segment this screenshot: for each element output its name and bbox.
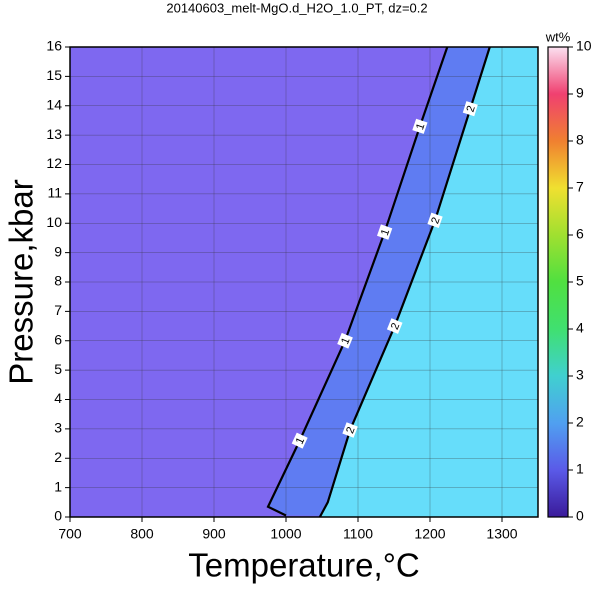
y-tick-label: 14 xyxy=(46,96,62,112)
chart-title: 20140603_melt-MgO.d_H2O_1.0_PT, dz=0.2 xyxy=(166,0,427,15)
x-tick-label: 1000 xyxy=(270,526,301,542)
contour-label-group: 2 xyxy=(342,422,358,438)
colorbar-tick-label: 7 xyxy=(576,179,584,195)
colorbar-tick-label: 2 xyxy=(576,414,584,430)
x-axis-label: Temperature,°C xyxy=(188,547,419,584)
colorbar-label: wt% xyxy=(545,29,571,44)
contour-label-group: 1 xyxy=(337,332,353,349)
contour-label-group: 1 xyxy=(412,118,428,134)
colorbar-tick-label: 3 xyxy=(576,367,584,383)
contour-label-group: 2 xyxy=(386,318,403,334)
contour-label-group: 1 xyxy=(291,432,308,449)
contour-label: 1 xyxy=(294,436,307,447)
contour-label: 2 xyxy=(429,216,442,226)
y-tick-label: 2 xyxy=(54,449,62,465)
x-tick-label: 700 xyxy=(58,526,82,542)
contour-label: 2 xyxy=(465,104,478,113)
y-tick-label: 11 xyxy=(47,185,62,201)
y-tick-label: 16 xyxy=(46,38,62,54)
colorbar-tick-label: 1 xyxy=(576,461,584,477)
contour-label: 1 xyxy=(414,122,427,132)
contour-label-box xyxy=(462,101,478,117)
contour-label-box xyxy=(337,332,353,349)
colorbar-tick-label: 8 xyxy=(576,132,584,148)
contour-label-group: 2 xyxy=(462,101,478,117)
colorbar-tick-label: 4 xyxy=(576,320,584,336)
y-tick-label: 9 xyxy=(54,243,62,259)
y-tick-label: 0 xyxy=(54,508,62,524)
y-tick-label: 3 xyxy=(54,420,62,436)
colorbar-tick-label: 10 xyxy=(576,38,592,54)
contour-label-box xyxy=(412,118,428,134)
y-tick-label: 1 xyxy=(54,478,62,494)
contour-label-group: 2 xyxy=(427,212,443,228)
colorbar xyxy=(547,46,569,518)
y-tick-label: 15 xyxy=(46,67,62,83)
contour-label-box xyxy=(376,224,393,240)
x-tick-label: 1200 xyxy=(414,526,445,542)
y-tick-label: 12 xyxy=(46,155,62,171)
y-tick-label: 7 xyxy=(54,302,62,318)
x-tick-label: 900 xyxy=(202,526,226,542)
contour-label-group: 1 xyxy=(376,224,393,240)
y-tick-label: 4 xyxy=(54,390,62,406)
colorbar-tick-label: 0 xyxy=(576,508,584,524)
contour-label: 1 xyxy=(379,227,392,237)
x-tick-label: 800 xyxy=(130,526,154,542)
y-tick-label: 13 xyxy=(46,126,62,142)
contour-label: 2 xyxy=(389,321,402,331)
contour-label-box xyxy=(386,318,403,334)
contour-label: 2 xyxy=(344,425,357,435)
x-tick-label: 1100 xyxy=(343,526,373,542)
y-tick-label: 6 xyxy=(54,331,62,347)
contour-label-box xyxy=(291,432,308,449)
y-tick-label: 8 xyxy=(54,273,62,289)
colorbar-tick-label: 6 xyxy=(576,226,584,242)
colorbar-tick-label: 5 xyxy=(576,273,584,289)
y-tick-label: 10 xyxy=(46,214,62,230)
x-tick-label: 1300 xyxy=(486,526,517,542)
contour-label-box xyxy=(427,212,443,228)
colorbar-tick-label: 9 xyxy=(576,85,584,101)
y-tick-label: 5 xyxy=(54,361,62,377)
contour-label: 1 xyxy=(339,336,352,346)
contour-label-box xyxy=(342,422,358,438)
y-axis-label: Pressure,kbar xyxy=(3,179,40,384)
